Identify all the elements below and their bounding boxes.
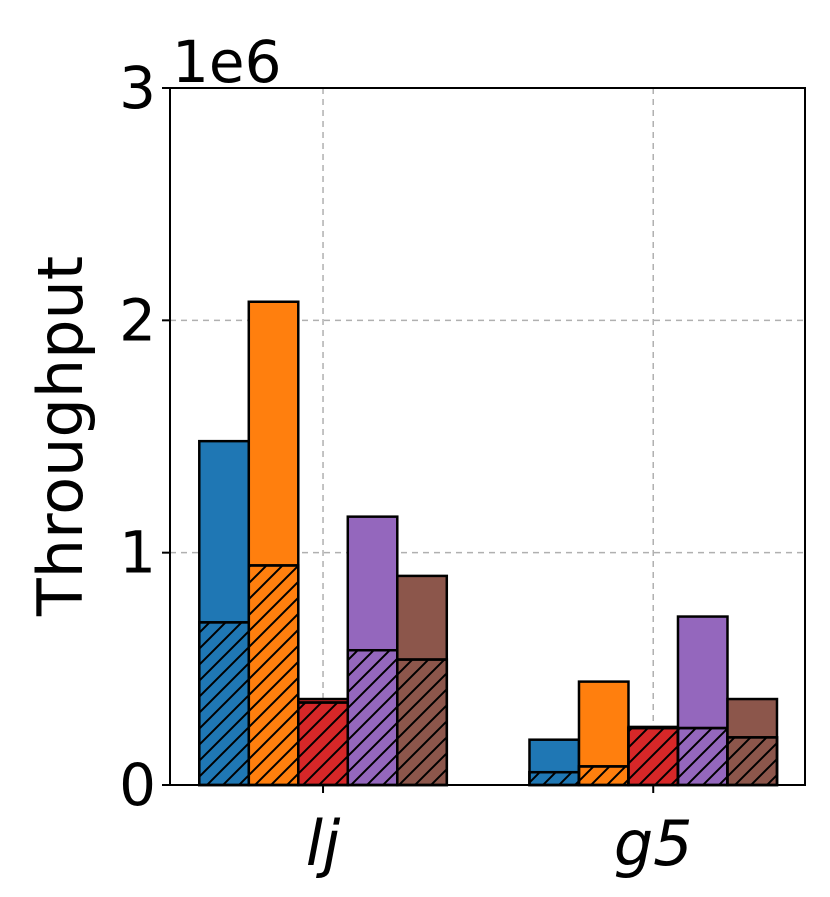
bar-series1-g5-hatch bbox=[528, 770, 581, 787]
bar-series2-g5-hatch bbox=[577, 765, 630, 787]
bar-series1-lj-hatch bbox=[198, 621, 251, 787]
y-offset-label: 1e6 bbox=[172, 28, 282, 96]
y-tick-label: 0 bbox=[119, 751, 156, 819]
y-tick-labels: 0 1 2 3 bbox=[119, 54, 170, 819]
y-tick-label: 1 bbox=[119, 519, 156, 587]
bar-series5-lj-hatch bbox=[396, 658, 449, 787]
bar-series4-lj-hatch bbox=[346, 648, 399, 787]
bars bbox=[198, 300, 779, 787]
grid-lines bbox=[170, 88, 805, 785]
y-tick-label: 2 bbox=[119, 286, 156, 354]
bar-series3-lj-hatch bbox=[297, 701, 350, 787]
bar-series4-g5-hatch bbox=[676, 726, 729, 787]
plot-area-frame bbox=[169, 87, 806, 786]
x-tick-label-lj: lj bbox=[306, 807, 341, 880]
x-tick-label-g5: g5 bbox=[614, 807, 693, 880]
bar-series5-g5-hatch bbox=[726, 736, 779, 787]
y-tick-label: 3 bbox=[119, 54, 156, 122]
x-tick-labels: lj g5 bbox=[306, 785, 693, 880]
y-axis-label: Throughput bbox=[24, 256, 97, 617]
bar-series3-g5-hatch bbox=[627, 726, 680, 787]
bar-series2-lj-hatch bbox=[247, 564, 300, 787]
